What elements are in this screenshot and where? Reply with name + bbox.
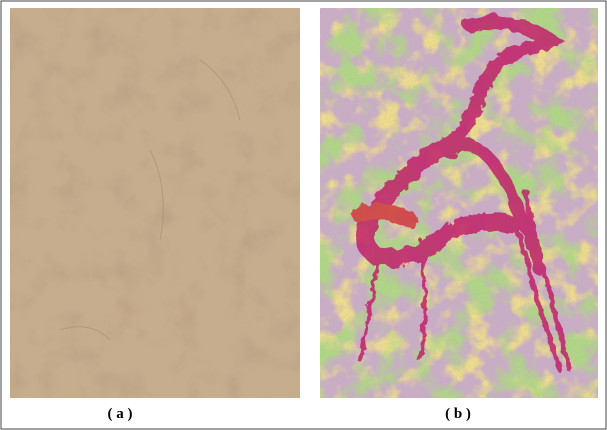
panel-label: ( a ) xyxy=(108,406,133,422)
panel-b-image xyxy=(320,8,598,398)
panel-label: ( b ) xyxy=(445,406,471,422)
page: ( a ) ( b ) (() => { const data = JSON.p… xyxy=(0,0,607,430)
figure: ( a ) ( b ) xyxy=(0,0,607,430)
panel-a-image xyxy=(10,8,300,398)
